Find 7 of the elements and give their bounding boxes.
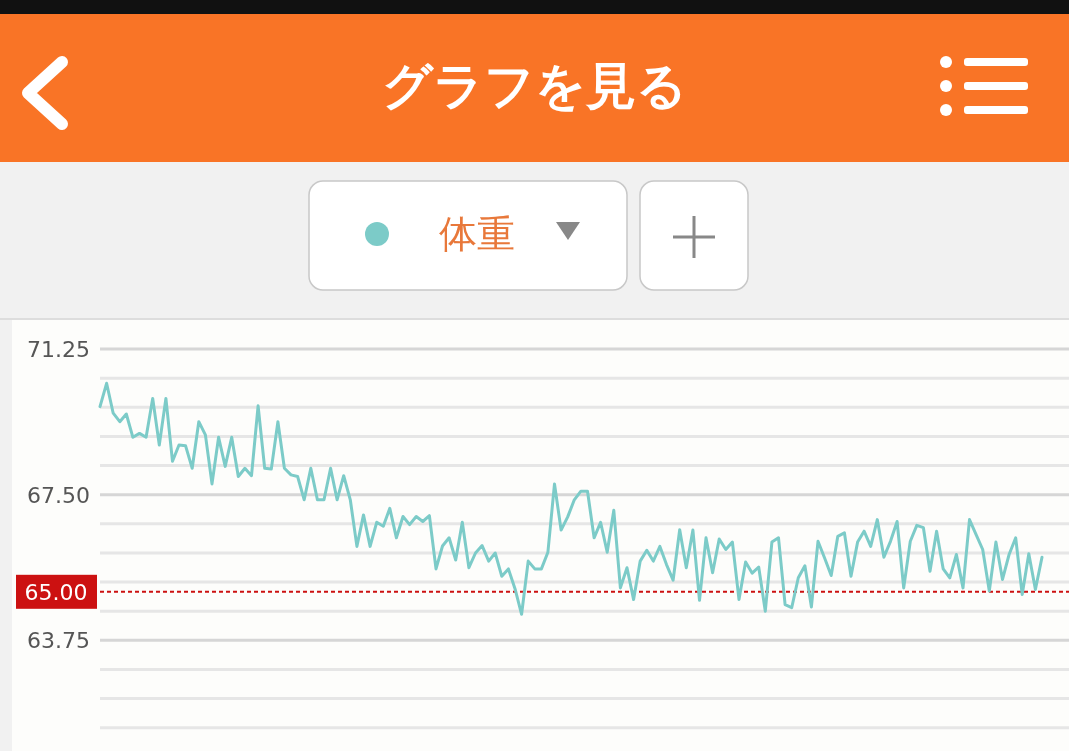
chart-title: グラフを見る	[382, 57, 687, 115]
line-series	[98, 381, 1044, 616]
y-tick-label: 67.50	[27, 482, 90, 508]
y-tick-label: 71.25	[27, 337, 90, 363]
ref-line-label: 65.00	[24, 579, 88, 605]
y-tick-label: 63.75	[27, 628, 90, 654]
legend-label: 体重	[439, 212, 515, 256]
